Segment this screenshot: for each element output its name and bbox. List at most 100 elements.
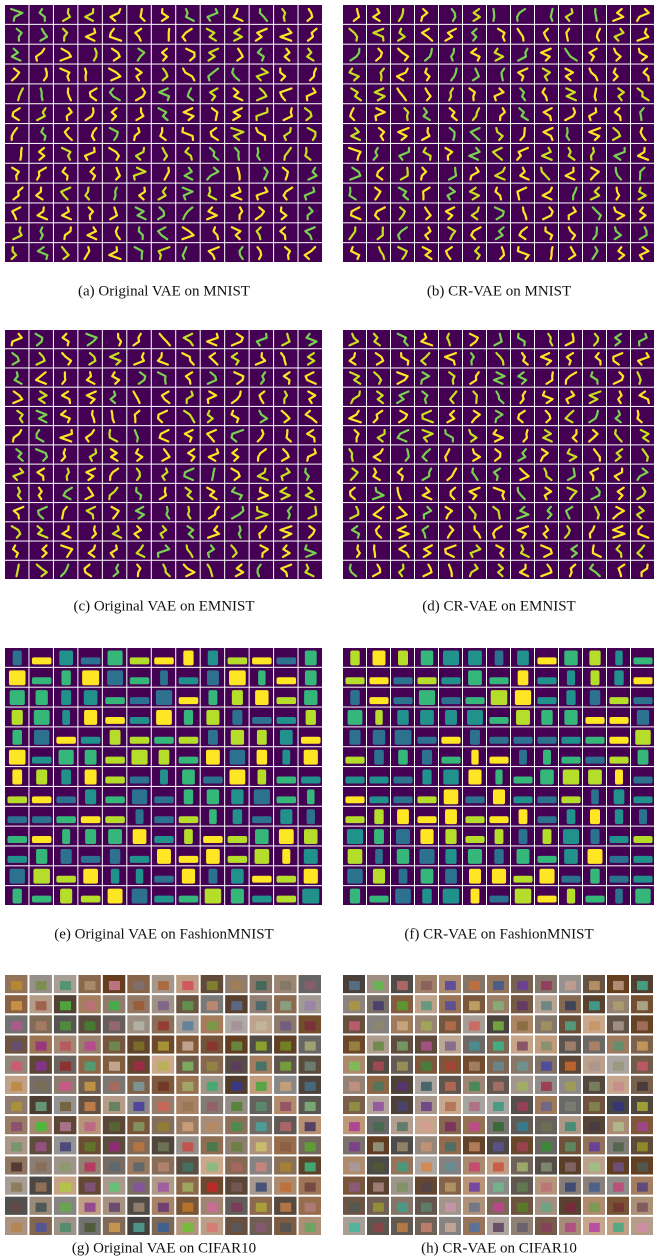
sample-garment — [441, 697, 460, 704]
sample-object — [397, 1122, 408, 1131]
sample-image — [29, 503, 52, 521]
sample-image — [78, 243, 101, 262]
sample-image — [225, 124, 248, 143]
sample-object — [373, 1001, 384, 1010]
sample-image — [511, 484, 534, 502]
sample-garment — [564, 710, 577, 725]
sample-garment — [540, 770, 554, 785]
sample-garment — [206, 849, 220, 864]
sample-image — [511, 203, 534, 222]
sample-garment — [633, 677, 652, 684]
sample-image — [5, 5, 28, 24]
sample-image — [415, 522, 438, 540]
sample-image — [299, 368, 322, 386]
sample-object — [207, 1122, 218, 1131]
sample-object — [109, 1122, 120, 1131]
sample-garment — [495, 770, 502, 785]
sample-image — [225, 5, 248, 24]
sample-object — [256, 1122, 267, 1131]
sample-image — [367, 243, 390, 262]
sample-garment — [7, 856, 27, 863]
image-grid — [5, 330, 322, 579]
sample-garment — [61, 690, 71, 705]
sample-image — [559, 45, 582, 64]
sample-object — [158, 1122, 169, 1131]
sample-garment — [541, 710, 552, 725]
sample-image — [607, 164, 630, 183]
sample-garment — [397, 710, 408, 725]
sample-image — [299, 223, 322, 242]
sample-object — [182, 1183, 193, 1192]
sample-object — [85, 1142, 96, 1151]
sample-garment — [537, 697, 556, 704]
sample-object — [280, 1042, 291, 1051]
sample-garment — [517, 650, 529, 665]
sample-object — [11, 1223, 22, 1232]
sample-garment — [81, 816, 101, 823]
sample-garment — [81, 856, 101, 863]
sample-garment — [233, 809, 242, 824]
sample-object — [373, 1102, 384, 1111]
sample-image — [176, 465, 199, 483]
sample-object — [85, 1062, 96, 1071]
sample-garment — [206, 750, 220, 765]
sample-image — [29, 124, 52, 143]
sample-image — [343, 45, 366, 64]
sample-garment — [537, 816, 556, 823]
sample-image — [391, 223, 414, 242]
sample-object — [493, 1102, 504, 1111]
sample-image — [250, 349, 273, 367]
sample-object — [397, 1142, 408, 1151]
sample-image — [225, 445, 248, 463]
sample-garment — [154, 876, 174, 883]
sample-garment — [491, 690, 508, 705]
sample-image — [274, 426, 297, 444]
sample-garment — [36, 690, 48, 705]
sample-object — [231, 1021, 242, 1030]
sample-object — [421, 1042, 432, 1051]
sample-object — [256, 1142, 267, 1151]
sample-object — [36, 1021, 47, 1030]
sample-image — [225, 144, 248, 163]
sample-object — [421, 1183, 432, 1192]
sample-object — [207, 1042, 218, 1051]
sample-image — [559, 25, 582, 44]
sample-garment — [419, 849, 434, 864]
sample-object — [182, 1203, 193, 1212]
sample-image — [250, 164, 273, 183]
sample-image — [127, 84, 150, 103]
sample-garment — [154, 836, 174, 843]
sample-image — [176, 388, 199, 406]
sample-image — [511, 184, 534, 203]
figure: (a) Original VAE on MNIST(b) CR-VAE on M… — [0, 0, 659, 1260]
sample-image — [5, 104, 28, 123]
sample-object — [421, 1203, 432, 1212]
sample-image — [511, 5, 534, 24]
sample-garment — [397, 849, 410, 864]
sample-garment — [445, 710, 457, 725]
sample-image — [511, 349, 534, 367]
sample-garment — [160, 670, 168, 685]
sample-garment — [543, 829, 552, 844]
sample-garment — [307, 789, 315, 804]
sample-object — [256, 1021, 267, 1030]
sample-object — [517, 1203, 528, 1212]
sample-garment — [590, 690, 600, 705]
sample-object — [517, 1001, 528, 1010]
sample-garment — [564, 849, 578, 864]
sample-garment — [32, 657, 52, 664]
sample-image — [559, 542, 582, 560]
sample-object — [109, 1021, 120, 1030]
sample-image — [54, 465, 77, 483]
sample-image — [343, 503, 366, 521]
sample-object — [589, 1062, 600, 1071]
sample-object — [60, 1122, 71, 1131]
sample-object — [541, 1203, 552, 1212]
sample-stroke — [85, 69, 86, 81]
sample-object — [36, 1142, 47, 1151]
sample-garment — [590, 829, 599, 844]
sample-image — [367, 124, 390, 143]
sample-garment — [633, 856, 652, 863]
sample-image — [176, 349, 199, 367]
sample-garment — [56, 816, 76, 823]
